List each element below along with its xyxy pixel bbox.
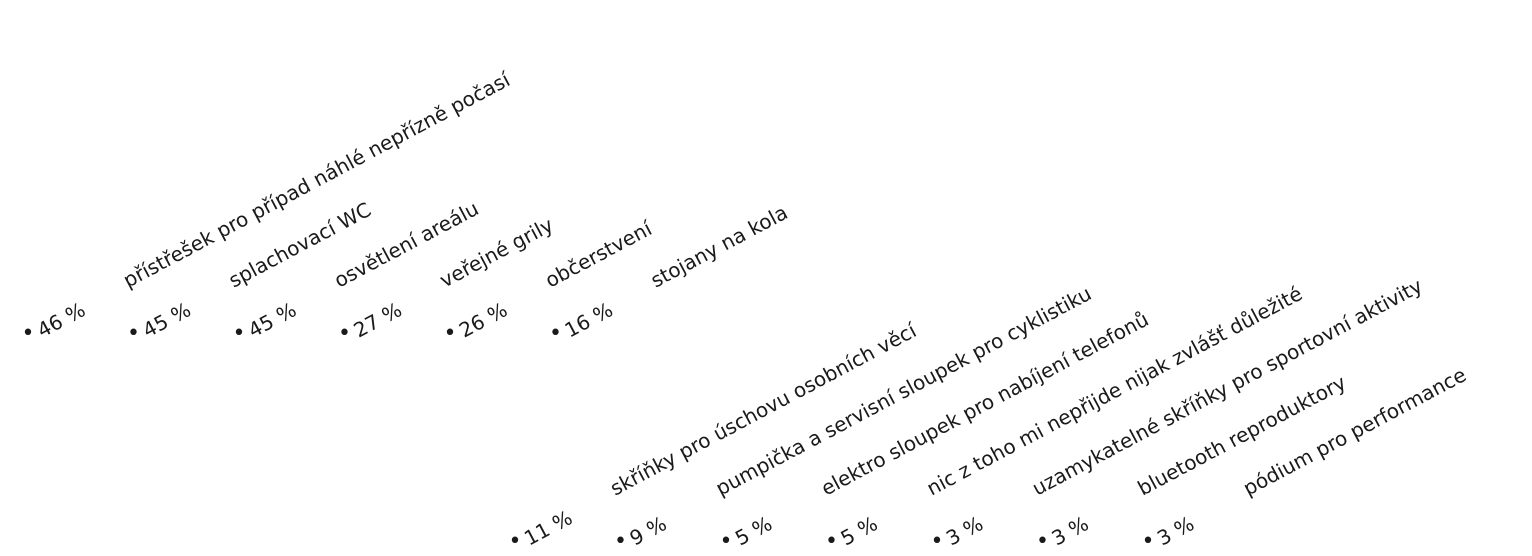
value-label: 11 % — [520, 505, 576, 550]
value-label: 26 % — [455, 297, 511, 342]
value-label: 46 % — [33, 297, 89, 342]
item-bullet: • — [338, 321, 351, 346]
item-bullet: • — [127, 321, 140, 346]
item-bullet: • — [720, 529, 733, 554]
category-label: uzamykatelné skříňky pro sportovní aktiv… — [1028, 273, 1426, 500]
value-label: 27 % — [350, 297, 406, 342]
value-label: 5 % — [837, 511, 882, 550]
value-label: 3 % — [942, 511, 987, 550]
chart-item: •9 %pumpička a servisní sloupek pro cykl… — [614, 281, 1095, 554]
category-label: přístřešek pro případ náhlé nepřízně poč… — [119, 67, 515, 293]
item-bullet: • — [509, 529, 522, 554]
chart-item: •46 %přístřešek pro případ náhlé nepřízn… — [22, 67, 516, 346]
category-label: pumpička a servisní sloupek pro cyklisti… — [712, 281, 1096, 500]
item-bullet: • — [444, 321, 457, 346]
value-label: 45 % — [244, 297, 300, 342]
category-label: občerstvení — [541, 216, 657, 293]
chart-item: •5 %nic z toho mi nepřijde nijak zvlášť … — [825, 281, 1306, 554]
item-bullet: • — [614, 529, 627, 554]
item-bullet: • — [825, 529, 838, 554]
value-label: 5 % — [731, 511, 776, 550]
value-label: 45 % — [139, 297, 195, 342]
item-bullet: • — [233, 321, 246, 346]
chart-item: •3 %uzamykatelné skříňky pro sportovní a… — [931, 273, 1427, 554]
item-bullet: • — [22, 321, 35, 346]
value-label: 3 % — [1048, 511, 1093, 550]
value-label: 3 % — [1153, 511, 1198, 550]
item-bullet: • — [1036, 529, 1049, 554]
value-label: 9 % — [626, 511, 671, 550]
item-bullet: • — [549, 321, 562, 346]
item-bullet: • — [1142, 529, 1155, 554]
item-bullet: • — [931, 529, 944, 554]
category-label: stojany na kola — [647, 200, 792, 292]
value-label: 16 % — [561, 297, 617, 342]
category-label: nic z toho mi nepřijde nijak zvlášť důle… — [923, 281, 1307, 500]
chart-item: •5 %elektro sloupek pro nabíjení telefon… — [720, 307, 1153, 554]
